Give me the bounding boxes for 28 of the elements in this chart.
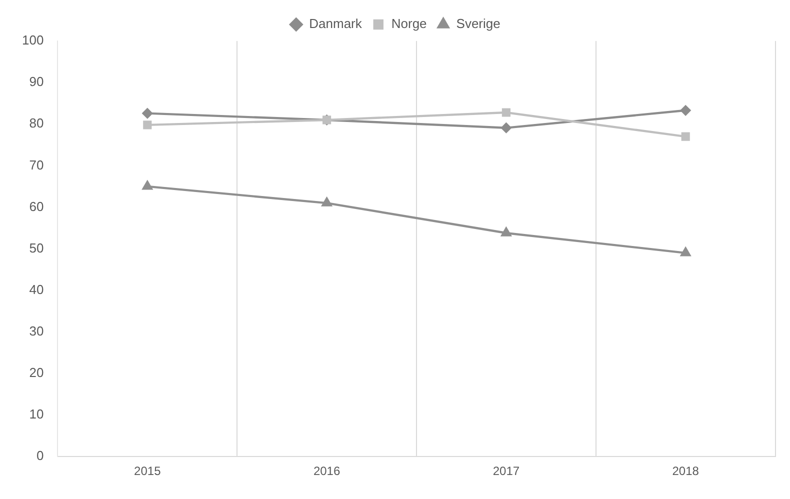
point [680,247,691,256]
y-tick-label: 30 [29,324,44,338]
x-tick-label: 2018 [672,464,700,478]
y-tick-label: 60 [29,198,44,214]
legend-label: Danmark [309,16,362,32]
y-tick-label: 100 [22,32,44,48]
legend-label: Norge [391,16,427,32]
point [502,108,510,117]
y-tick-label: 90 [29,74,44,90]
legend-label: Sverige [456,16,500,32]
x-tick-label: 2015 [134,464,162,478]
y-tick-label: 80 [29,116,44,131]
point [142,108,152,118]
point [142,180,152,190]
point [681,132,690,141]
point [680,105,691,116]
x-tick-label: 2016 [313,464,340,478]
point [143,120,152,130]
y-tick-label: 40 [29,282,44,297]
y-tick-label: 50 [29,240,44,256]
x-tick-label: 2017 [492,464,520,478]
point [501,122,512,133]
y-tick-label: 0 [36,448,44,464]
point [501,227,512,236]
y-tick-label: 70 [29,157,44,172]
y-tick-label: 20 [29,365,44,380]
point [322,197,332,206]
y-tick-label: 10 [29,406,44,422]
